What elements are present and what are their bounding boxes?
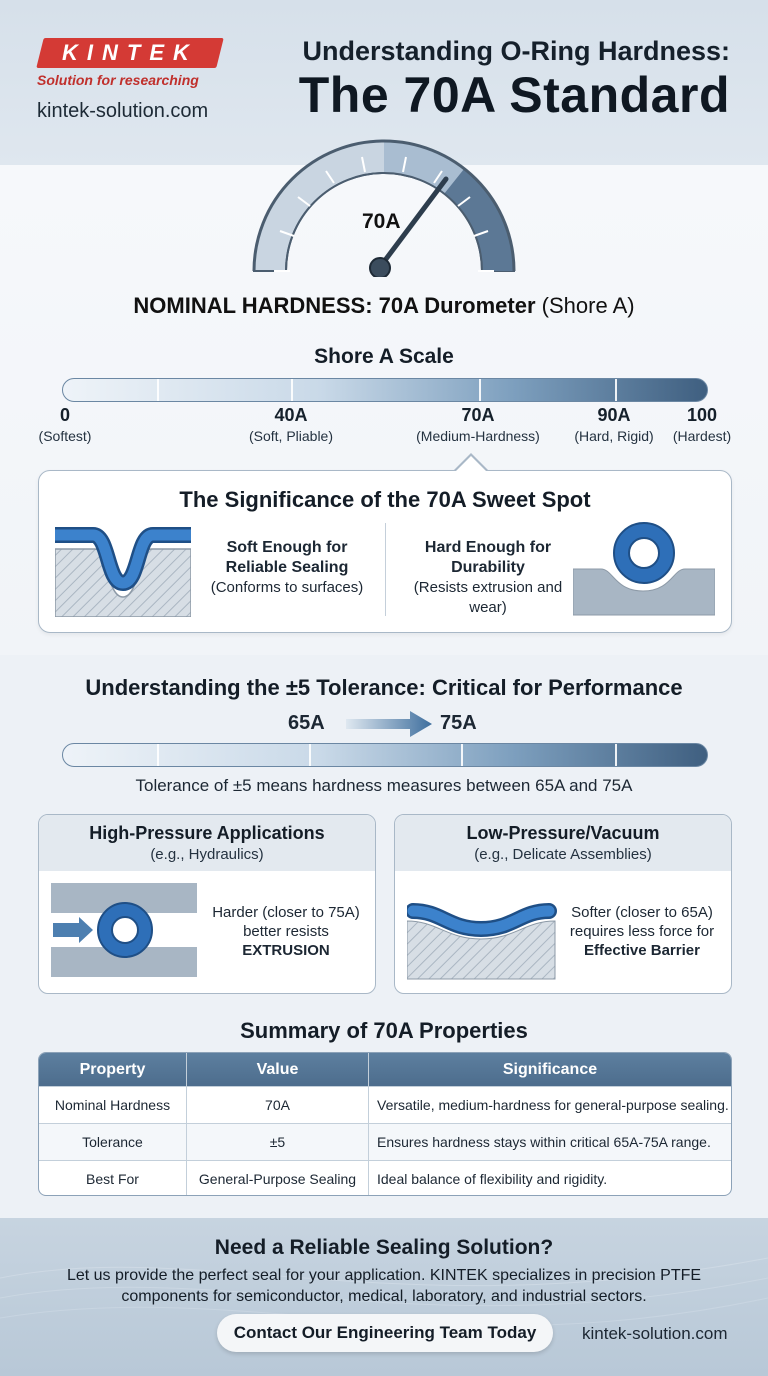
table-cell: Best For bbox=[39, 1161, 187, 1195]
table-cell: Tolerance bbox=[39, 1124, 187, 1160]
footer-website[interactable]: kintek-solution.com bbox=[582, 1324, 728, 1343]
vacuum-seal-icon bbox=[407, 903, 557, 980]
scale-mark-0: 0 (Softest) bbox=[30, 405, 100, 444]
header-banner: KINTEK Solution for researching kintek-s… bbox=[0, 0, 768, 165]
scale-mark-100: 100 (Hardest) bbox=[666, 405, 738, 444]
shore-scale-title: Shore A Scale bbox=[314, 345, 454, 368]
kintek-logo: KINTEK bbox=[36, 38, 224, 68]
sweet-spot-divider bbox=[385, 523, 386, 616]
low-pressure-subtitle: (e.g., Delicate Assemblies) bbox=[474, 846, 652, 863]
footer-banner: Need a Reliable Sealing Solution? Let us… bbox=[0, 1218, 768, 1376]
high-pressure-emphasis: EXTRUSION bbox=[242, 942, 330, 959]
scale-mark-desc: (Softest) bbox=[38, 428, 92, 444]
scale-mark-value: 100 bbox=[686, 405, 718, 425]
low-pressure-header: Low-Pressure/Vacuum (e.g., Delicate Asse… bbox=[395, 815, 731, 871]
tolerance-description: Tolerance of ±5 means hardness measures … bbox=[135, 776, 633, 795]
nominal-hardness-unit: (Shore A) bbox=[541, 293, 635, 318]
scale-mark-value: 0 bbox=[59, 405, 70, 425]
table-header-cell: Property bbox=[39, 1053, 187, 1086]
low-pressure-text: Softer (closer to 65A) requires less for… bbox=[561, 903, 723, 960]
scale-mark-desc: (Hard, Rigid) bbox=[574, 428, 654, 444]
page-title-line2: The 70A Standard bbox=[298, 67, 730, 123]
soft-enough-heading: Soft Enough for Reliable Sealing bbox=[225, 539, 349, 576]
header-website[interactable]: kintek-solution.com bbox=[37, 100, 209, 122]
scale-mark-70a: 70A (Medium-Hardness) bbox=[408, 405, 548, 444]
soft-enough-text: Soft Enough for Reliable Sealing (Confor… bbox=[199, 538, 375, 598]
table-cell: 70A bbox=[187, 1087, 369, 1123]
table-row: Tolerance ±5 Ensures hardness stays with… bbox=[39, 1123, 731, 1160]
pressure-oring-icon bbox=[51, 883, 197, 977]
scale-mark-desc: (Hardest) bbox=[672, 428, 732, 444]
footer-title: Need a Reliable Sealing Solution? bbox=[214, 1236, 554, 1259]
scale-mark-90a: 90A (Hard, Rigid) bbox=[566, 405, 662, 444]
high-pressure-header: High-Pressure Applications (e.g., Hydrau… bbox=[39, 815, 375, 871]
hard-enough-desc: (Resists extrusion and wear) bbox=[413, 579, 563, 616]
scale-mark-desc: (Soft, Pliable) bbox=[248, 428, 334, 444]
low-pressure-emphasis: Effective Barrier bbox=[584, 942, 700, 959]
contact-engineering-button[interactable]: Contact Our Engineering Team Today bbox=[217, 1314, 553, 1352]
scale-mark-value: 40A bbox=[274, 405, 308, 425]
table-cell: Nominal Hardness bbox=[39, 1087, 187, 1123]
logo-tagline: Solution for researching bbox=[37, 72, 199, 88]
scale-mark-value: 90A bbox=[597, 405, 631, 425]
table-header-cell: Significance bbox=[502, 1060, 598, 1078]
shore-scale-bar bbox=[62, 378, 708, 402]
sweet-spot-pointer-fill bbox=[455, 456, 487, 472]
table-cell: Ideal balance of flexibility and rigidit… bbox=[377, 1171, 608, 1187]
conforming-seal-icon bbox=[55, 527, 191, 617]
soft-enough-desc: (Conforms to surfaces) bbox=[210, 579, 364, 596]
table-cell: General-Purpose Sealing bbox=[187, 1161, 369, 1195]
table-row: Best For General-Purpose Sealing Ideal b… bbox=[39, 1160, 731, 1195]
tolerance-title: Understanding the ±5 Tolerance: Critical… bbox=[85, 675, 683, 700]
footer-body: Let us provide the perfect seal for your… bbox=[66, 1267, 702, 1305]
low-pressure-card: Low-Pressure/Vacuum (e.g., Delicate Asse… bbox=[394, 814, 732, 994]
logo-text: KINTEK bbox=[62, 40, 198, 65]
table-header-cell: Value bbox=[187, 1053, 369, 1086]
table-row: Nominal Hardness 70A Versatile, medium-h… bbox=[39, 1086, 731, 1123]
summary-table: Property Value Significance Nominal Hard… bbox=[38, 1052, 732, 1196]
arrow-right-icon bbox=[346, 711, 432, 737]
sweet-spot-panel: The Significance of the 70A Sweet Spot S… bbox=[38, 470, 732, 633]
durometer-gauge-icon bbox=[252, 139, 516, 277]
scale-mark-desc: (Medium-Hardness) bbox=[416, 428, 540, 444]
durable-oring-icon bbox=[573, 522, 715, 616]
high-pressure-text: Harder (closer to 75A) better resists EX… bbox=[205, 903, 367, 960]
nominal-hardness-caption: NOMINAL HARDNESS: 70A Durometer (Shore A… bbox=[0, 293, 768, 319]
table-header-row: Property Value Significance bbox=[39, 1053, 731, 1086]
summary-title: Summary of 70A Properties bbox=[240, 1018, 528, 1043]
high-pressure-card: High-Pressure Applications (e.g., Hydrau… bbox=[38, 814, 376, 994]
tolerance-high-label: 75A bbox=[440, 712, 477, 734]
nominal-hardness-label: NOMINAL HARDNESS: 70A Durometer bbox=[133, 293, 536, 318]
high-pressure-desc: Harder (closer to 75A) better resists bbox=[212, 904, 360, 940]
gauge-value: 70A bbox=[362, 210, 401, 233]
tolerance-bar bbox=[62, 743, 708, 767]
hard-enough-heading: Hard Enough for Durability bbox=[424, 539, 552, 576]
table-cell: Ensures hardness stays within critical 6… bbox=[377, 1134, 711, 1150]
low-pressure-title: Low-Pressure/Vacuum bbox=[466, 823, 660, 843]
table-cell: Versatile, medium-hardness for general-p… bbox=[377, 1097, 729, 1113]
scale-mark-value: 70A bbox=[461, 405, 495, 425]
page-title-line1: Understanding O-Ring Hardness: bbox=[302, 36, 730, 66]
scale-mark-40a: 40A (Soft, Pliable) bbox=[236, 405, 346, 444]
tolerance-low-label: 65A bbox=[288, 712, 325, 734]
high-pressure-subtitle: (e.g., Hydraulics) bbox=[150, 846, 264, 863]
hard-enough-text: Hard Enough for Durability (Resists extr… bbox=[405, 538, 571, 618]
high-pressure-title: High-Pressure Applications bbox=[89, 823, 325, 843]
table-cell: ±5 bbox=[187, 1124, 369, 1160]
low-pressure-desc: Softer (closer to 65A) requires less for… bbox=[569, 904, 715, 940]
sweet-spot-title: The Significance of the 70A Sweet Spot bbox=[179, 487, 591, 512]
